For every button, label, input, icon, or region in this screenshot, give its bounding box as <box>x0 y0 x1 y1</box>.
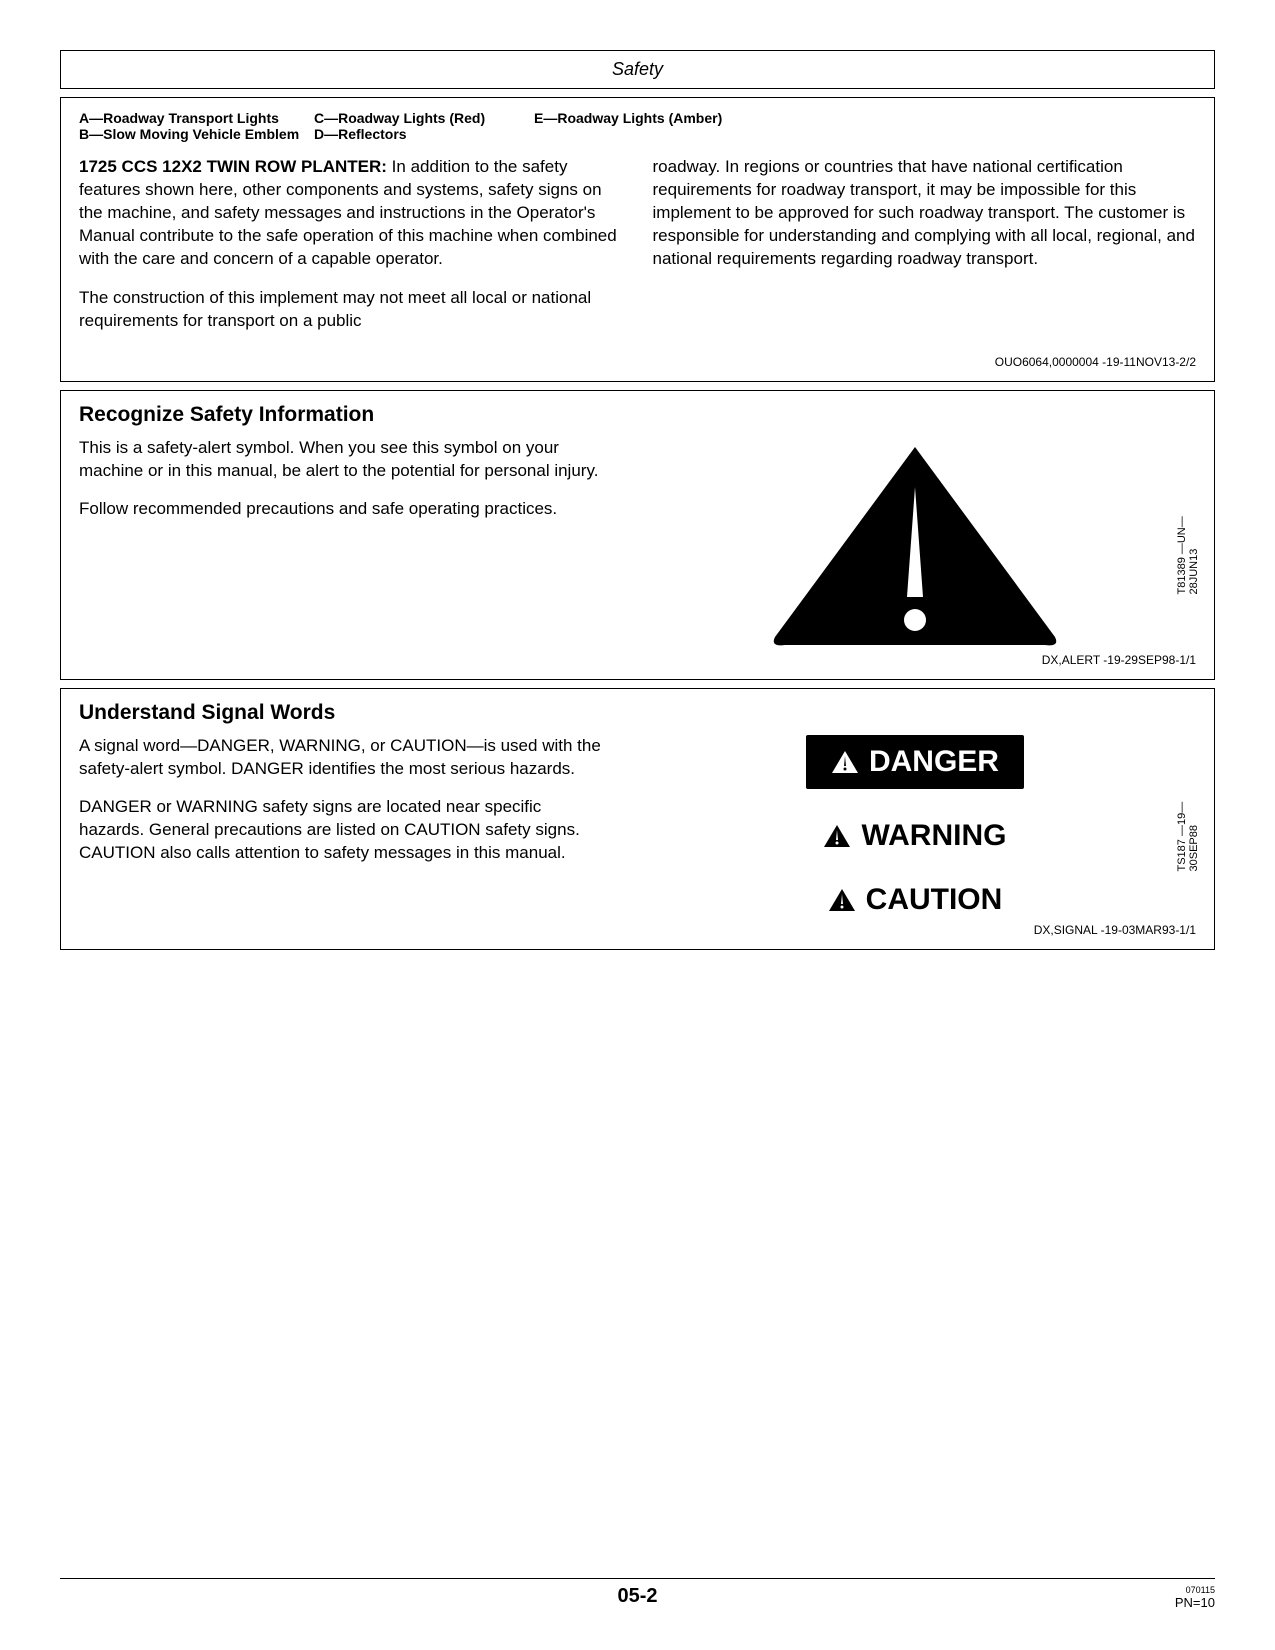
lead-bold: 1725 CCS 12X2 TWIN ROW PLANTER: <box>79 157 387 176</box>
warning-triangle-icon <box>823 824 851 848</box>
legend-e: E—Roadway Lights (Amber) <box>534 110 774 126</box>
doc-ref-1: OUO6064,0000004 -19-11NOV13-2/2 <box>79 355 1196 369</box>
signal-box: DANGER WARNING CAUTION <box>740 735 1090 917</box>
legend-d: D—Reflectors <box>314 126 524 142</box>
legend-c: C—Roadway Lights (Red) <box>314 110 524 126</box>
signal-danger: DANGER <box>806 735 1024 789</box>
col-left: 1725 CCS 12X2 TWIN ROW PLANTER: In addit… <box>79 156 623 349</box>
para-3: roadway. In regions or countries that ha… <box>653 156 1197 271</box>
para-1: 1725 CCS 12X2 TWIN ROW PLANTER: In addit… <box>79 156 623 271</box>
footer-page: 05-2 <box>617 1585 657 1608</box>
warning-label: WARNING <box>861 819 1006 853</box>
legend-col-2: C—Roadway Lights (Red) D—Reflectors <box>314 110 524 142</box>
two-col-body: 1725 CCS 12X2 TWIN ROW PLANTER: In addit… <box>79 156 1196 349</box>
signal-warning: WARNING <box>823 819 1006 853</box>
signal-caution: CAUTION <box>828 883 1003 917</box>
page-header: Safety <box>60 50 1215 89</box>
footer-right: 070115 PN=10 <box>1175 1585 1215 1610</box>
s2-p1: This is a safety-alert symbol. When you … <box>79 437 604 483</box>
s2-vlabel: T81389 —UN—28JUN13 <box>1176 489 1200 594</box>
section-recognize: Recognize Safety Information This is a s… <box>60 390 1215 680</box>
doc-ref-3: DX,SIGNAL -19-03MAR93-1/1 <box>79 923 1196 937</box>
alert-triangle-icon <box>765 437 1065 647</box>
footer-tiny: 070115 <box>1175 1585 1215 1595</box>
section2-image: T81389 —UN—28JUN13 <box>634 437 1196 647</box>
legend-row: A—Roadway Transport Lights B—Slow Moving… <box>79 110 1196 142</box>
section2-text: This is a safety-alert symbol. When you … <box>79 437 604 647</box>
section3-image: DANGER WARNING CAUTION <box>634 735 1196 917</box>
section2-title: Recognize Safety Information <box>79 403 1196 427</box>
header-title: Safety <box>612 59 663 79</box>
section3-text: A signal word—DANGER, WARNING, or CAUTIO… <box>79 735 604 917</box>
col-right: roadway. In regions or countries that ha… <box>653 156 1197 349</box>
caution-triangle-icon <box>828 888 856 912</box>
page-footer: 05-2 070115 PN=10 <box>60 1578 1215 1610</box>
s3-vlabel: TS187 —19—30SEP88 <box>1176 780 1200 871</box>
legend-col-3: E—Roadway Lights (Amber) <box>534 110 774 142</box>
s3-p1: A signal word—DANGER, WARNING, or CAUTIO… <box>79 735 604 781</box>
s3-p2: DANGER or WARNING safety signs are locat… <box>79 796 604 865</box>
legend-b: B—Slow Moving Vehicle Emblem <box>79 126 304 142</box>
section-transport: A—Roadway Transport Lights B—Slow Moving… <box>60 97 1215 382</box>
section3-title: Understand Signal Words <box>79 701 1196 725</box>
caution-label: CAUTION <box>866 883 1003 917</box>
doc-ref-2: DX,ALERT -19-29SEP98-1/1 <box>79 653 1196 667</box>
danger-label: DANGER <box>869 745 999 779</box>
footer-pn: PN=10 <box>1175 1595 1215 1610</box>
section3-content: A signal word—DANGER, WARNING, or CAUTIO… <box>79 735 1196 917</box>
section-signal: Understand Signal Words A signal word—DA… <box>60 688 1215 950</box>
section2-content: This is a safety-alert symbol. When you … <box>79 437 1196 647</box>
danger-triangle-icon <box>831 750 859 774</box>
legend-a: A—Roadway Transport Lights <box>79 110 304 126</box>
legend-col-1: A—Roadway Transport Lights B—Slow Moving… <box>79 110 304 142</box>
s2-p2: Follow recommended precautions and safe … <box>79 498 604 521</box>
para-2: The construction of this implement may n… <box>79 287 623 333</box>
